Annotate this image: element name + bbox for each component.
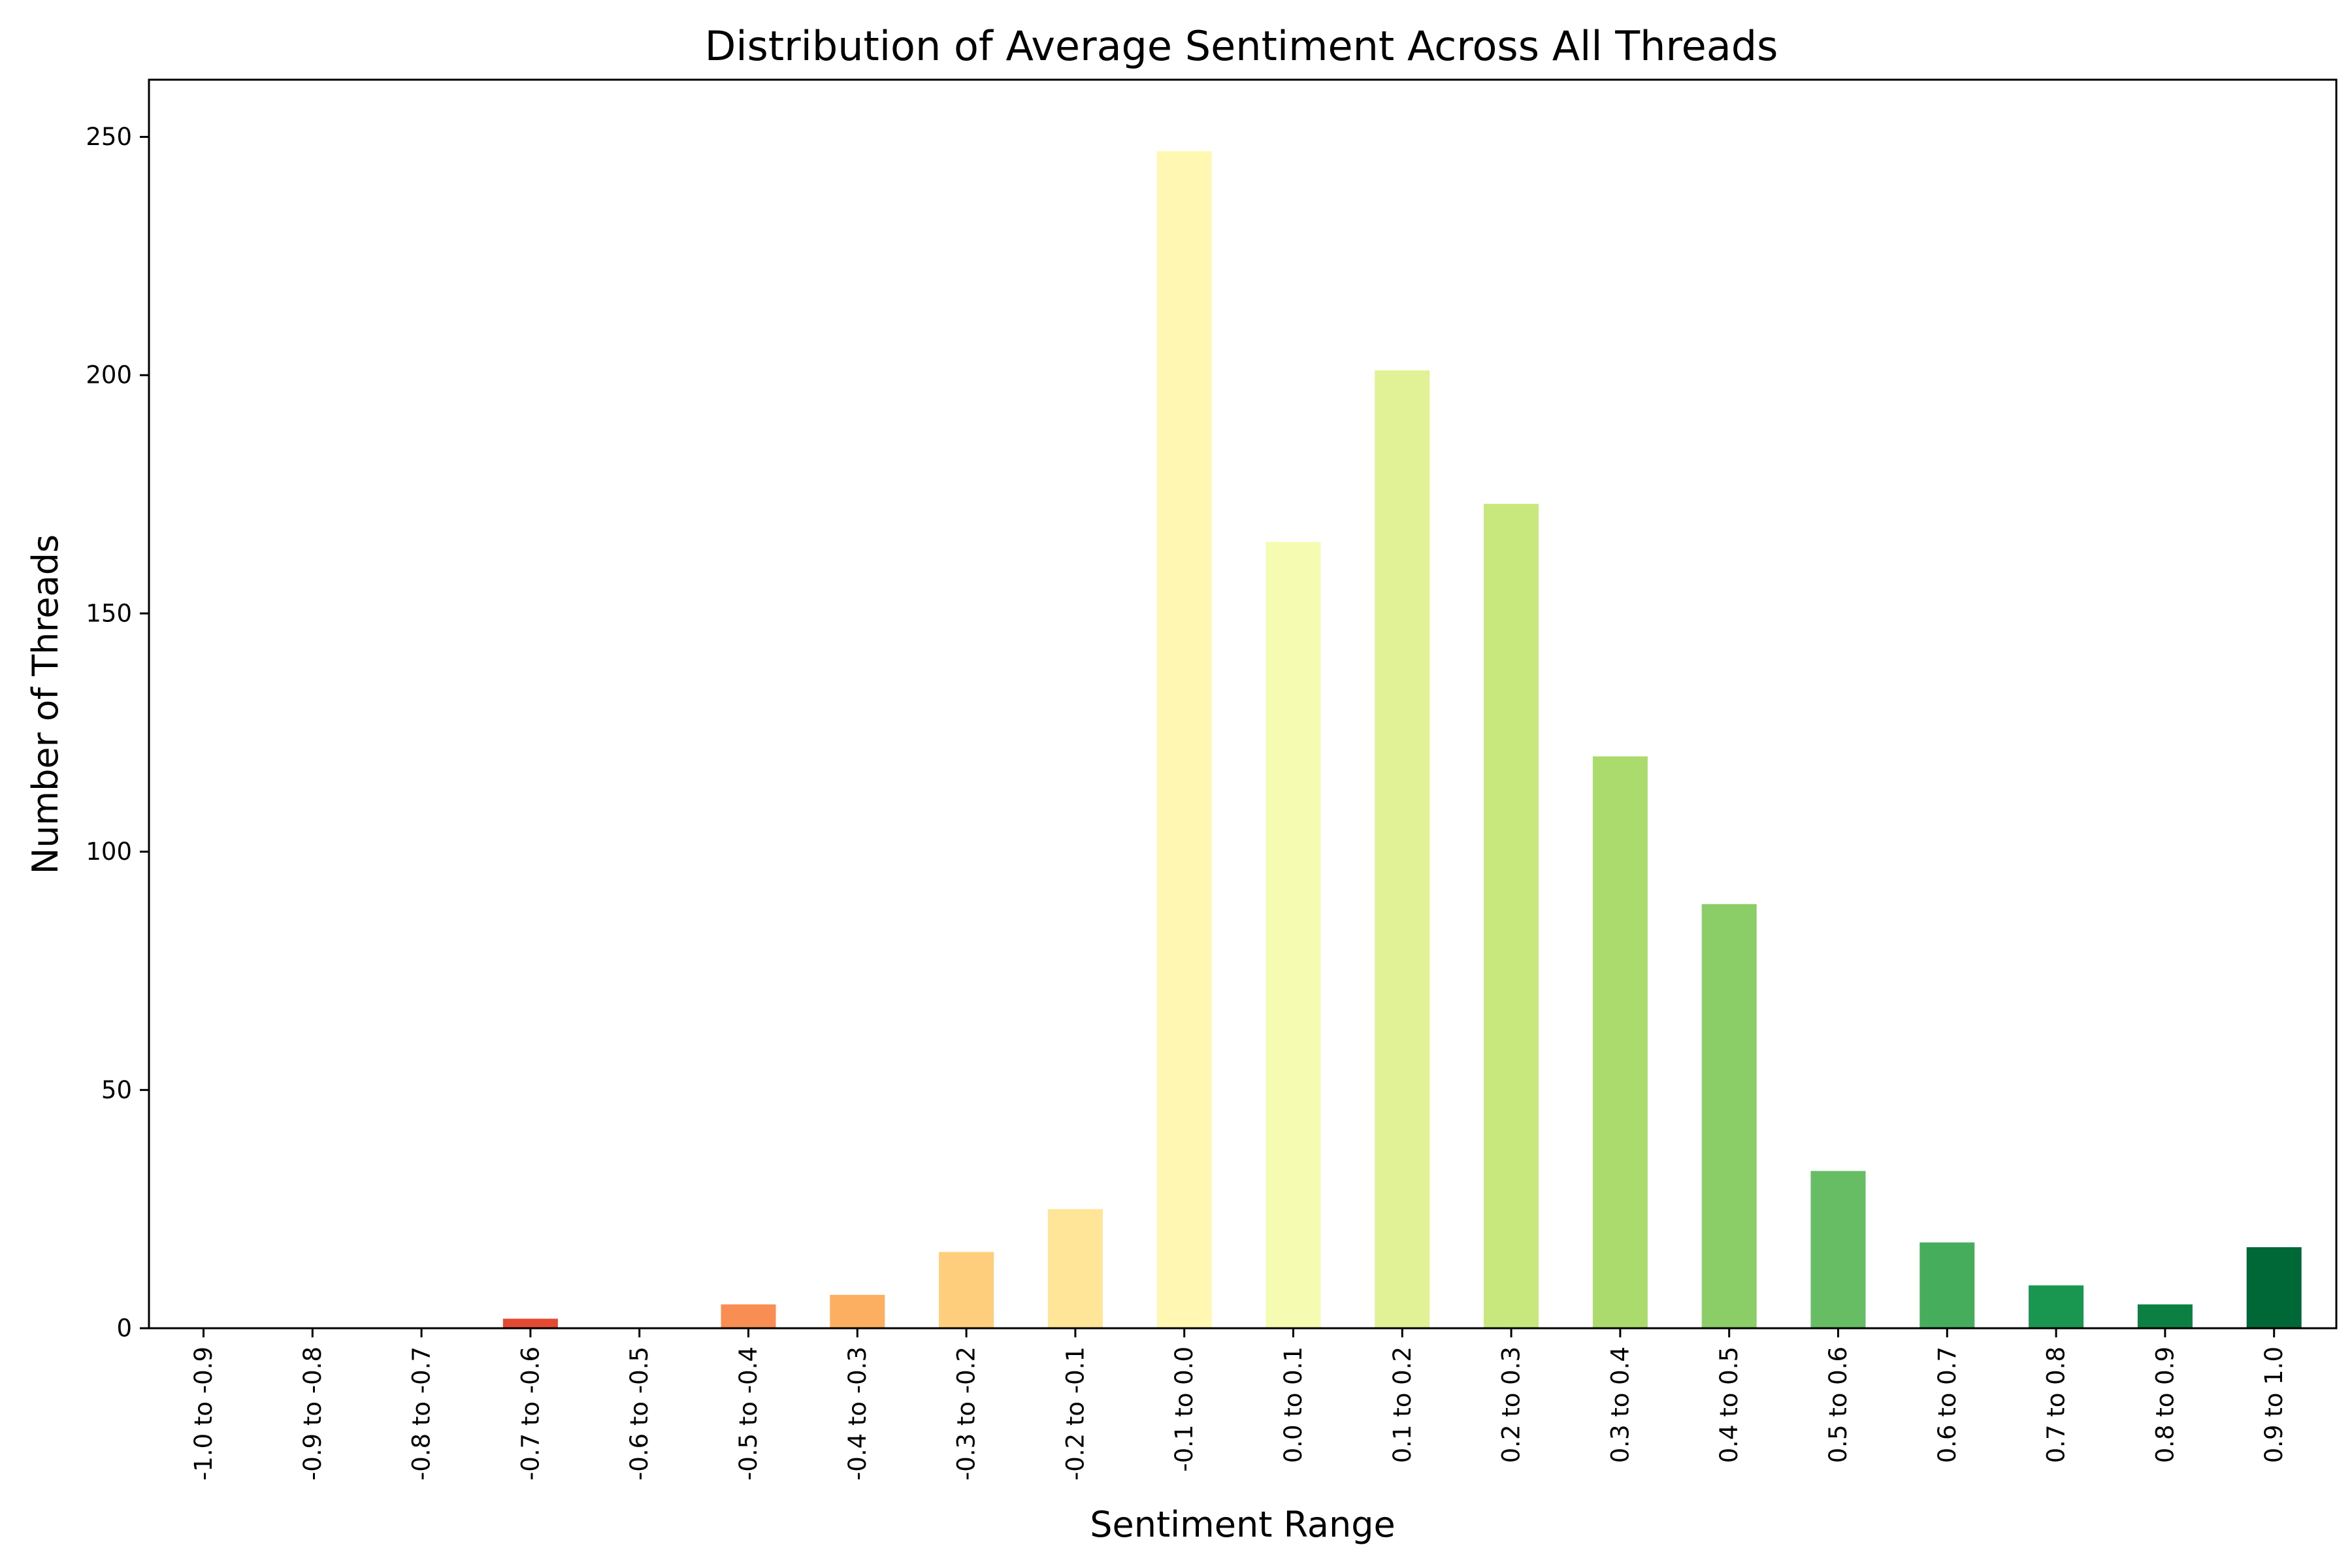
chart-title: Distribution of Average Sentiment Across…: [705, 22, 1778, 70]
bar: [1592, 756, 1648, 1328]
x-tick-label: 0.3 to 0.4: [1606, 1347, 1634, 1463]
bar: [2137, 1304, 2193, 1328]
bar: [1484, 504, 1539, 1329]
y-axis-title: Number of Threads: [25, 534, 66, 874]
plot-frame: [148, 78, 2338, 1330]
bar: [939, 1252, 994, 1328]
x-tick-label: 0.5 to 0.6: [1824, 1347, 1852, 1463]
x-tick-label: -1.0 to -0.9: [189, 1347, 218, 1480]
x-tick-label: -0.7 to -0.6: [516, 1347, 544, 1480]
y-tick-label: 200: [86, 361, 132, 389]
bar: [721, 1304, 776, 1328]
x-tick-label: 0.1 to 0.2: [1388, 1347, 1416, 1463]
x-tick-label: -0.8 to -0.7: [408, 1347, 436, 1480]
x-tick-label: 0.4 to 0.5: [1715, 1347, 1743, 1463]
x-axis-title: Sentiment Range: [1090, 1504, 1395, 1545]
y-tick-label: 50: [101, 1076, 132, 1104]
x-tick-label: -0.4 to -0.3: [843, 1347, 872, 1480]
bar: [830, 1294, 885, 1328]
bar: [2246, 1247, 2302, 1328]
y-tick-label: 150: [86, 599, 132, 627]
bar: [1156, 151, 1212, 1328]
bar: [1701, 904, 1757, 1328]
bar: [1266, 542, 1321, 1328]
x-tick-label: 0.7 to 0.8: [2042, 1347, 2070, 1463]
bar: [1810, 1171, 1866, 1328]
x-tick-label: 0.2 to 0.3: [1497, 1347, 1526, 1463]
bar: [1919, 1242, 1975, 1328]
x-tick-label: -0.1 to 0.0: [1170, 1347, 1198, 1472]
x-tick-label: 0.0 to 0.1: [1279, 1347, 1307, 1463]
y-tick-label: 250: [86, 123, 132, 151]
x-tick-label: -0.6 to -0.5: [625, 1347, 653, 1480]
x-tick-label: -0.3 to -0.2: [953, 1347, 981, 1480]
bar: [2029, 1285, 2084, 1328]
y-tick-label: 100: [86, 838, 132, 866]
bar: [1047, 1209, 1103, 1328]
x-tick-label: 0.9 to 1.0: [2260, 1347, 2288, 1463]
x-tick-label: 0.6 to 0.7: [1933, 1347, 1961, 1463]
x-tick-label: 0.8 to 0.9: [2151, 1347, 2179, 1463]
plot-area: -1.0 to -0.9 -0.9 to -0.8 -0.8 to -0.7 -0.7…: [86, 123, 2302, 1480]
x-tick-label: -0.9 to -0.8: [299, 1347, 327, 1480]
bar: [1375, 370, 1430, 1328]
x-tick-label: -0.5 to -0.4: [734, 1347, 762, 1480]
x-tick-label: -0.2 to -0.1: [1061, 1347, 1089, 1480]
bar: [502, 1318, 558, 1328]
y-tick-label: 0: [116, 1315, 132, 1343]
